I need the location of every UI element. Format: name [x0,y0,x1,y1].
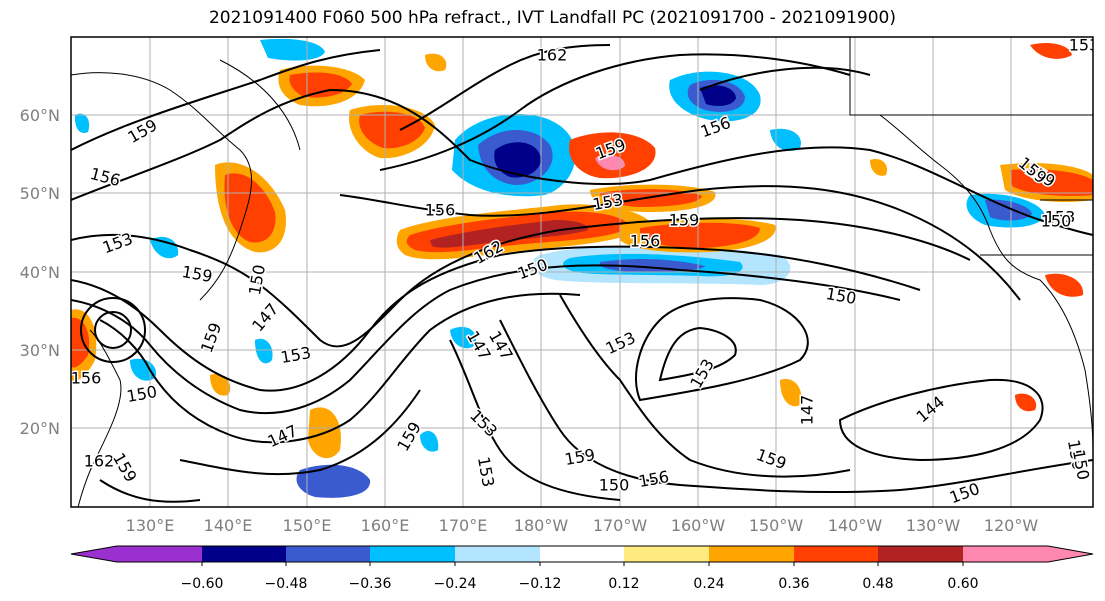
negative-anomaly-patch [260,38,325,61]
colorbar-tick-label: 0.12 [608,576,639,592]
contour-label: 153 [1069,36,1100,55]
positive-anomaly-patch [640,222,760,248]
positive-anomaly-patch [1030,43,1072,59]
height-contours [71,44,1093,503]
map-frame [70,36,1094,508]
colorbar-segment [794,546,878,562]
longitude-labels: 130°E 140°E 150°E 160°E 170°E 180°W 170°… [126,516,1039,535]
map-title: 2021091400 F060 500 hPa refract., IVT La… [208,8,896,28]
positive-anomaly-patch [1015,393,1037,412]
positive-anomaly-patch [1045,273,1084,297]
colorbar-segment [540,546,624,562]
contour-label: 147 [798,395,817,426]
lon-label: 120°W [984,516,1039,535]
contour-label: 150 [1064,438,1088,471]
lon-label: 140°W [828,516,883,535]
lon-label: 160°E [361,516,410,535]
colorbar-tick-label: 0.48 [862,576,893,592]
colorbar-tick-label: −0.12 [519,576,562,592]
contour-label: 156 [88,164,122,190]
positive-anomaly-patch [210,374,231,396]
colorbar-segment [370,546,455,562]
negative-anomaly-patch [599,259,705,272]
lon-label: 150°E [283,516,332,535]
contour-label: 150 [1041,212,1072,231]
lon-label: 180°W [514,516,569,535]
colorbar-segment [963,546,1093,562]
negative-anomaly-patch [420,430,439,452]
negative-anomaly-patch [296,464,371,498]
negative-anomaly-patch [700,85,736,106]
contour-label: 150 [1069,448,1093,481]
positive-anomaly-patch [359,111,425,149]
contour-label: 162 [537,46,568,65]
positive-anomaly-patch [430,220,589,248]
colorbar-tick-label: −0.24 [434,576,477,592]
lon-label: 130°W [906,516,961,535]
contour-label: 156 [630,232,661,251]
colorbar-segment [709,546,794,562]
colorbar-segment [878,546,963,562]
lat-label: 60°N [20,106,60,125]
positive-anomaly-patch [224,173,276,243]
lon-label: 150°W [749,516,804,535]
colorbar-tick-labels: −0.60 −0.48 −0.36 −0.24 −0.12 0.12 0.24 … [181,576,979,592]
lon-label: 130°E [126,516,175,535]
negative-anomaly-patch [494,142,541,178]
colorbar-segment [624,546,709,562]
positive-anomaly-patch [425,53,447,72]
colorbar-tick-label: −0.60 [181,576,224,592]
negative-anomaly-patch [255,338,273,364]
contour-label: 150 [599,476,630,495]
positive-anomaly-patch [595,155,625,171]
lat-label: 50°N [20,184,60,203]
positive-anomaly-patch [569,132,656,179]
colorbar-tick-label: −0.36 [349,576,392,592]
contour-label: 156 [71,369,102,388]
lon-label: 160°W [671,516,726,535]
colorbar-tick-label: 0.60 [947,576,978,592]
coastlines [71,37,1093,507]
colorbar-tick-label: 0.24 [693,576,724,592]
positive-anomaly-patch [289,72,352,98]
lon-label: 170°E [439,516,488,535]
colorbar [70,545,1094,566]
colorbar-segment [202,546,286,562]
negative-anomaly-patch [985,199,1032,221]
colorbar-tick-label: −0.48 [265,576,308,592]
lon-label: 140°E [204,516,253,535]
lat-label: 30°N [20,341,60,360]
contour-label: 153 [1045,208,1076,227]
positive-anomaly-patch [780,379,802,407]
colorbar-segment [455,546,540,562]
contour-label: 156 [425,201,456,220]
lat-label: 20°N [20,419,60,438]
contour-label: 156 [637,467,670,491]
latitude-labels: 60°N 50°N 40°N 30°N 20°N [20,106,60,438]
positive-anomaly-patch [71,317,90,368]
contour-label: 162 [84,452,115,471]
negative-anomaly-patch [770,128,801,151]
contour-label: 159 [669,211,700,230]
colorbar-outline [70,545,1094,563]
positive-anomaly-patch [1010,169,1093,196]
colorbar-segment [286,546,370,562]
lat-label: 40°N [20,263,60,282]
positive-anomaly-patch [870,159,888,176]
negative-anomaly-patch [150,236,179,259]
colorbar-tick-label: 0.36 [778,576,809,592]
negative-anomaly-patch [130,358,156,381]
lon-label: 170°W [593,516,648,535]
negative-anomaly-patch [74,113,90,134]
colorbar-segment [71,546,202,562]
